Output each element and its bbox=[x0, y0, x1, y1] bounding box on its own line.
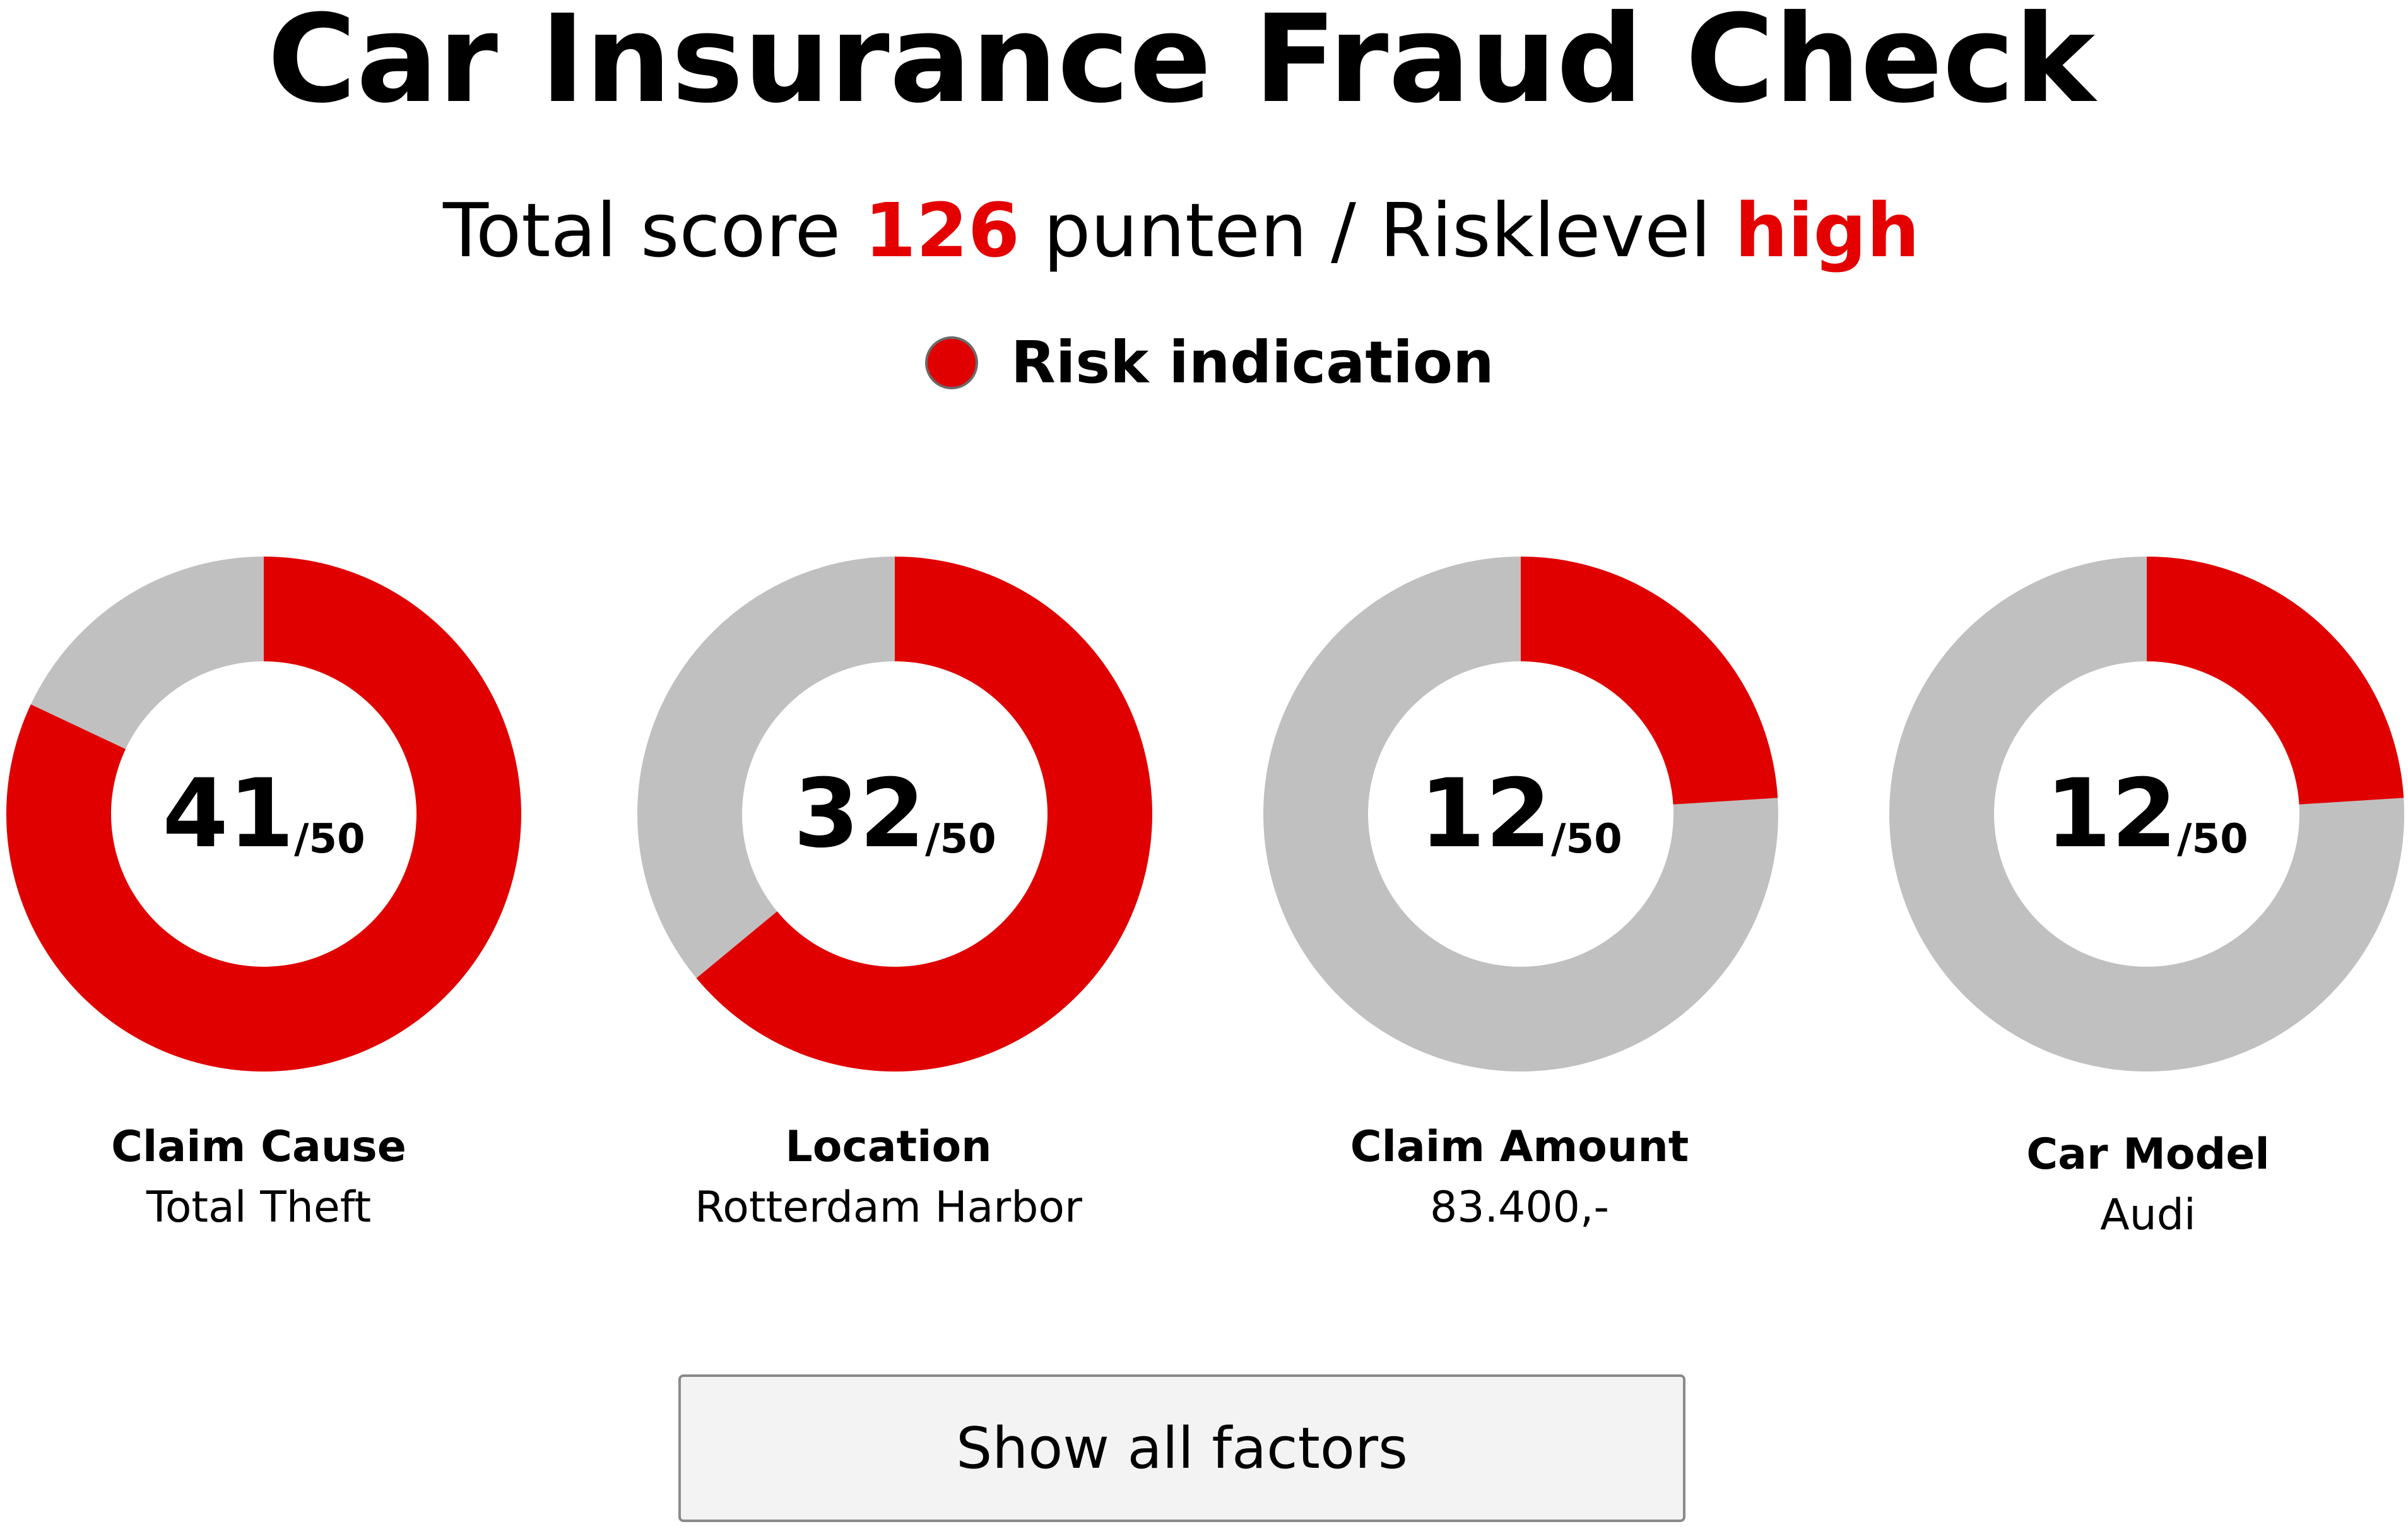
total-score-value: 126 bbox=[864, 187, 1020, 274]
factor-max: /50 bbox=[925, 816, 996, 863]
factor-score: 41 bbox=[162, 759, 295, 869]
factor-max: /50 bbox=[1551, 816, 1622, 863]
summary-middle: punten / Risklevel bbox=[1019, 187, 1735, 274]
risk-level-value: high bbox=[1735, 187, 1920, 274]
factor-max: /50 bbox=[2177, 816, 2248, 863]
factor-gauge-location: 32/50 bbox=[636, 555, 1154, 1073]
donut-chart bbox=[1889, 557, 2404, 1071]
factor-name: Location bbox=[785, 1122, 992, 1172]
factor-name: Car Model bbox=[2026, 1130, 2270, 1179]
factor-name: Claim Cause bbox=[111, 1122, 406, 1172]
remainder-arc bbox=[637, 557, 895, 979]
remainder-arc bbox=[1889, 557, 2404, 1071]
legend-label: Risk indication bbox=[1011, 329, 1494, 396]
risk-arc bbox=[1521, 557, 1778, 805]
gauge-score: 12/50 bbox=[1888, 555, 2405, 1073]
gauge-score: 32/50 bbox=[636, 555, 1154, 1073]
factor-gauge-claim-amount: 12/50 bbox=[1262, 555, 1779, 1073]
factor-score: 12 bbox=[2045, 759, 2178, 869]
factor-max: /50 bbox=[294, 816, 365, 863]
remainder-arc bbox=[30, 557, 264, 749]
factor-label-claim-cause: Claim Cause Total Theft bbox=[0, 1117, 517, 1238]
factor-value: 83.400,- bbox=[1429, 1183, 1610, 1232]
risk-arc bbox=[2147, 557, 2404, 805]
page-title: Car Insurance Fraud Check bbox=[267, 0, 2096, 130]
factor-value: Total Theft bbox=[146, 1183, 372, 1232]
factor-value: Audi bbox=[2100, 1190, 2196, 1240]
remainder-arc bbox=[1263, 557, 1778, 1071]
factor-label-claim-amount: Claim Amount 83.400,- bbox=[1261, 1117, 1778, 1238]
factor-gauge-car-model: 12/50 bbox=[1888, 555, 2405, 1073]
risk-arc bbox=[6, 557, 521, 1071]
donut-chart bbox=[637, 557, 1152, 1071]
gauge-score: 41/50 bbox=[5, 555, 522, 1073]
risk-arc bbox=[696, 557, 1152, 1071]
show-all-factors-button[interactable]: Show all factors bbox=[678, 1374, 1685, 1522]
factor-label-location: Location Rotterdam Harbor bbox=[630, 1117, 1147, 1238]
risk-indication-dot-icon bbox=[925, 336, 978, 389]
gauge-score: 12/50 bbox=[1262, 555, 1779, 1073]
factor-score: 12 bbox=[1419, 759, 1552, 869]
factor-score: 32 bbox=[793, 759, 926, 869]
factor-gauge-claim-cause: 41/50 bbox=[5, 555, 522, 1073]
summary-prefix: Total score bbox=[442, 187, 865, 274]
donut-chart bbox=[6, 557, 521, 1071]
factor-value: Rotterdam Harbor bbox=[695, 1183, 1082, 1232]
total-score-summary: Total score 126 punten / Risklevel high bbox=[0, 183, 2363, 278]
factor-label-car-model: Car Model Audi bbox=[1889, 1125, 2407, 1246]
factor-name: Claim Amount bbox=[1350, 1122, 1689, 1172]
donut-chart bbox=[1263, 557, 1778, 1071]
legend: Risk indication bbox=[925, 325, 1494, 401]
